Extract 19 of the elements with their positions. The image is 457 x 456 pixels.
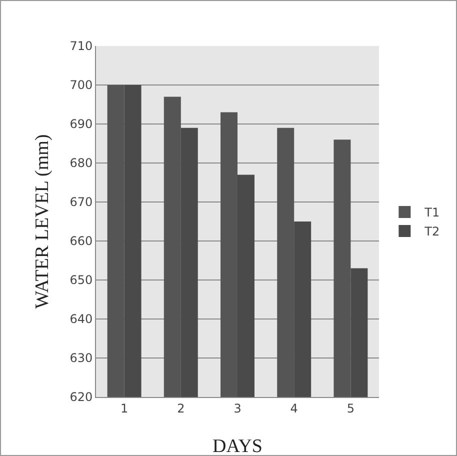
- x-axis-title: DAYS: [212, 436, 262, 456]
- legend-label: T2: [424, 224, 440, 239]
- y-tick-label: 620: [70, 390, 93, 404]
- y-tick-label: 700: [70, 78, 93, 92]
- y-tick-label: 680: [70, 156, 93, 170]
- y-tick-label: 690: [70, 117, 93, 132]
- x-tick-label: 2: [177, 401, 185, 416]
- y-axis-title: WATER LEVEL (mm): [32, 134, 53, 309]
- y-tick-label: 630: [70, 351, 93, 366]
- x-tick-label: 4: [290, 401, 298, 416]
- y-tick-label: 670: [70, 195, 93, 210]
- x-tick-label: 5: [346, 401, 355, 416]
- y-tick-label: 710: [70, 39, 93, 54]
- x-tick-label: 3: [234, 401, 242, 416]
- legend-label: T1: [424, 206, 440, 220]
- y-tick-label: 660: [70, 234, 93, 248]
- x-tick-label: 1: [120, 401, 128, 416]
- y-tick-label: 650: [70, 273, 93, 288]
- y-tick-label: 640: [70, 312, 93, 326]
